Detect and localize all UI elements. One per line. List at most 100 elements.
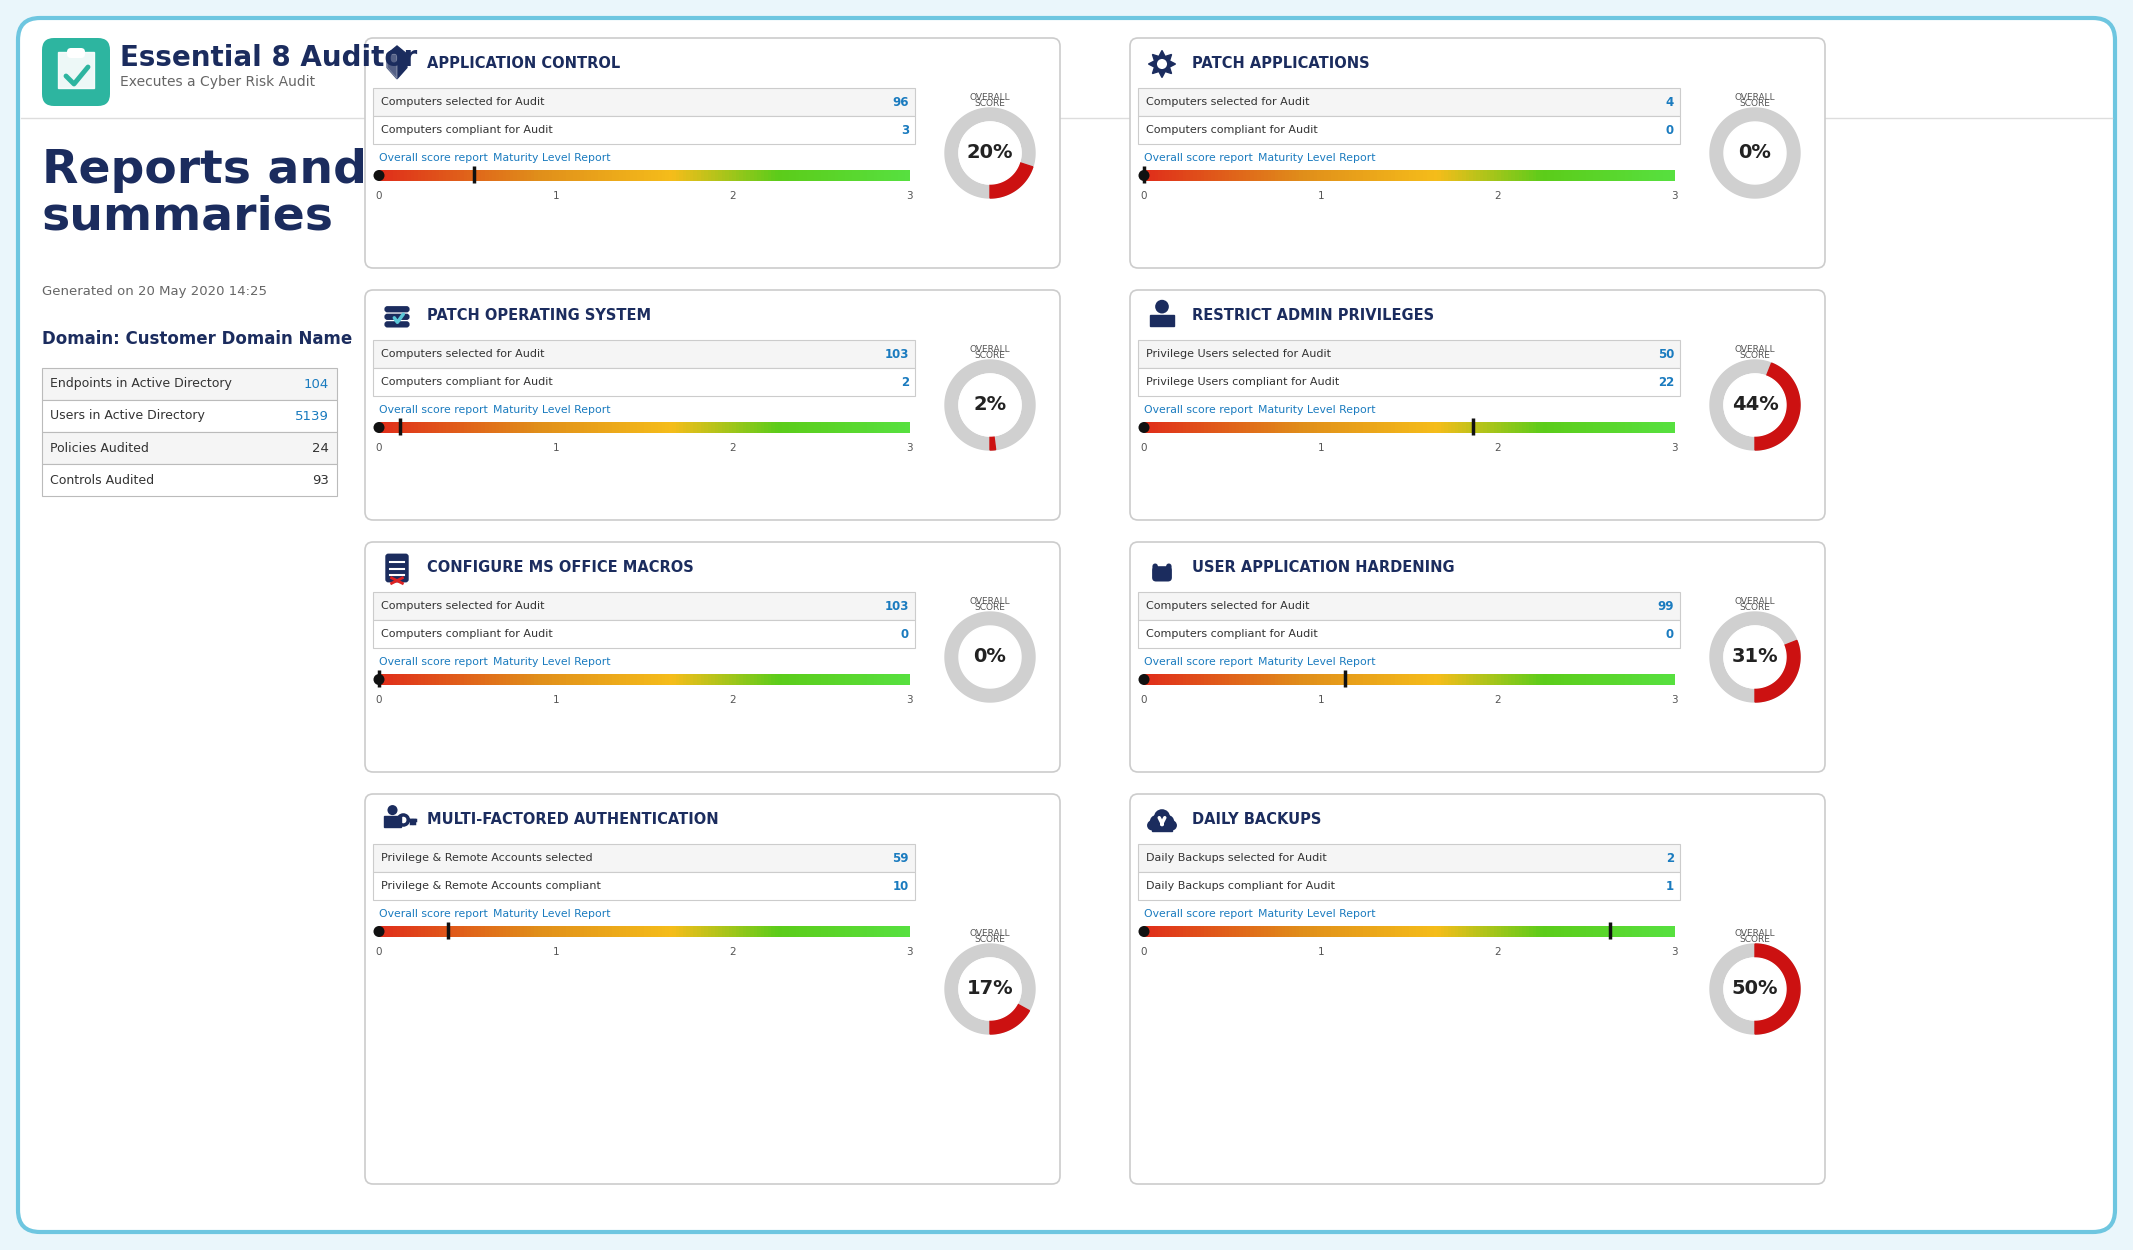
Bar [1173, 422, 1177, 432]
Bar [1389, 422, 1393, 432]
Bar [616, 170, 621, 181]
Bar [1244, 674, 1248, 685]
Bar [1563, 926, 1570, 938]
Bar [1606, 422, 1610, 432]
Bar [1585, 674, 1591, 685]
Bar [832, 170, 836, 181]
Bar [1143, 170, 1148, 181]
Bar [1267, 926, 1271, 938]
Bar [811, 422, 815, 432]
Text: Maturity Level Report: Maturity Level Report [1258, 909, 1376, 919]
Bar [565, 422, 572, 432]
Bar [634, 170, 638, 181]
FancyBboxPatch shape [365, 794, 1060, 1184]
Bar [1278, 422, 1282, 432]
Bar [834, 170, 838, 181]
Text: Executes a Cyber Risk Audit: Executes a Cyber Risk Audit [119, 75, 316, 89]
Text: Maturity Level Report: Maturity Level Report [1258, 405, 1376, 415]
Bar [1180, 674, 1184, 685]
Bar [791, 422, 798, 432]
Bar [1173, 170, 1177, 181]
Text: 50%: 50% [1732, 980, 1779, 999]
Bar [640, 926, 644, 938]
Bar [721, 422, 725, 432]
Bar [1288, 422, 1293, 432]
Bar [700, 926, 706, 938]
Bar [580, 926, 584, 938]
Bar [412, 926, 416, 938]
Bar [1229, 926, 1233, 938]
Bar [802, 170, 808, 181]
Bar [1286, 926, 1290, 938]
Bar [1267, 422, 1271, 432]
Bar [823, 422, 830, 432]
Polygon shape [960, 122, 1022, 184]
Bar [591, 926, 595, 938]
Bar [898, 422, 902, 432]
Bar [834, 926, 838, 938]
Text: DAILY BACKUPS: DAILY BACKUPS [1192, 812, 1320, 828]
Bar [484, 422, 491, 432]
Bar [670, 674, 674, 685]
Bar [1282, 422, 1286, 432]
Polygon shape [945, 360, 1035, 450]
Bar [1610, 422, 1615, 432]
Bar [902, 422, 907, 432]
Text: Daily Backups selected for Audit: Daily Backups selected for Audit [1145, 853, 1327, 862]
Bar [887, 422, 892, 432]
Bar [471, 422, 476, 432]
Bar [1276, 926, 1280, 938]
Bar [627, 170, 631, 181]
Bar [1395, 926, 1399, 938]
Bar [1534, 422, 1538, 432]
Bar [1235, 674, 1241, 685]
Bar [821, 674, 825, 685]
Polygon shape [960, 958, 1022, 1020]
Bar [527, 170, 531, 181]
Bar [407, 926, 412, 938]
Bar [678, 422, 685, 432]
Bar [700, 422, 706, 432]
Bar [670, 926, 674, 938]
Bar [1561, 674, 1566, 685]
Bar [721, 674, 725, 685]
Bar [661, 926, 665, 938]
Bar [1600, 926, 1604, 938]
Bar [877, 422, 881, 432]
Bar [591, 422, 595, 432]
Bar [1514, 170, 1519, 181]
Bar [1337, 170, 1344, 181]
Bar [1310, 674, 1314, 685]
Bar [587, 674, 593, 685]
Bar [779, 422, 783, 432]
Text: USER APPLICATION HARDENING: USER APPLICATION HARDENING [1192, 560, 1455, 575]
Bar [1512, 170, 1517, 181]
Bar [802, 422, 808, 432]
Polygon shape [1723, 626, 1785, 688]
Text: Overall score report: Overall score report [1143, 909, 1252, 919]
Text: 2: 2 [1666, 851, 1674, 865]
Bar [1647, 674, 1651, 685]
Bar [1318, 422, 1322, 432]
Bar [708, 674, 712, 685]
Polygon shape [1711, 107, 1800, 198]
Bar [1282, 926, 1286, 938]
Text: PATCH OPERATING SYSTEM: PATCH OPERATING SYSTEM [427, 308, 651, 322]
Bar [1363, 926, 1367, 938]
Circle shape [1167, 820, 1177, 830]
Bar [1401, 170, 1406, 181]
Bar [849, 674, 853, 685]
Bar [683, 926, 687, 938]
Bar [742, 422, 747, 432]
Bar [1297, 674, 1301, 685]
Bar [719, 422, 723, 432]
Bar [1346, 926, 1350, 938]
Bar [1585, 422, 1591, 432]
Bar [1459, 422, 1463, 432]
Bar [1384, 926, 1389, 938]
Bar [1606, 926, 1610, 938]
Bar [1666, 170, 1672, 181]
Bar [623, 422, 627, 432]
Bar [1563, 170, 1570, 181]
Bar [725, 926, 729, 938]
